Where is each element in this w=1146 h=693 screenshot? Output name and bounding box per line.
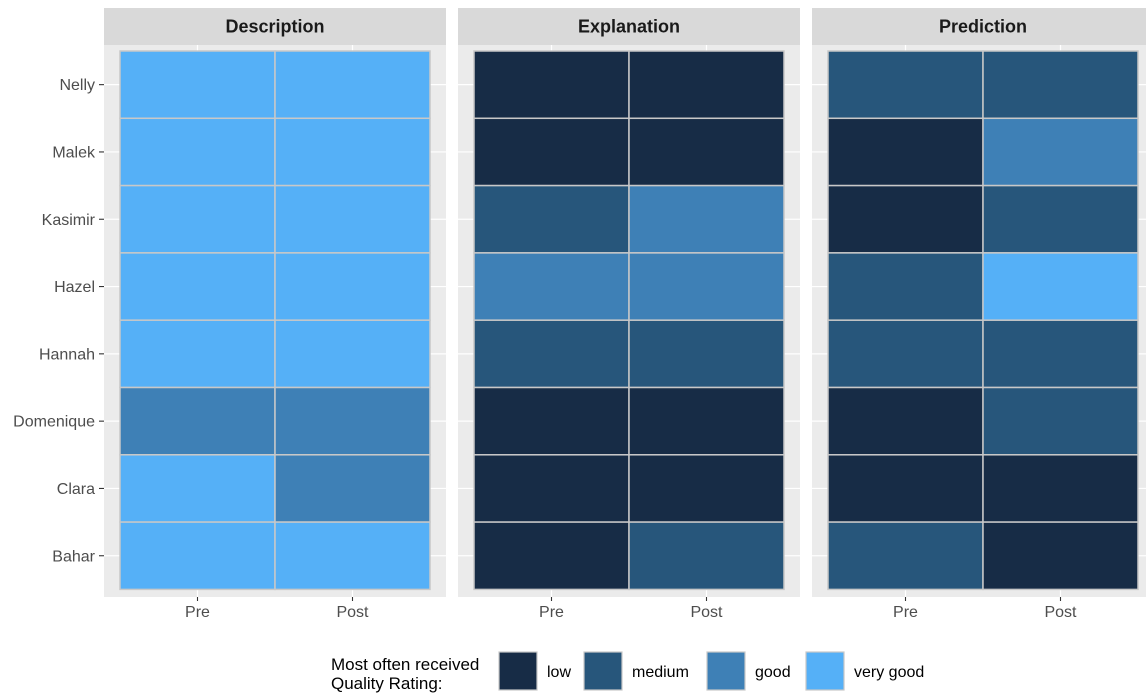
tile-prediction-post-kasimir xyxy=(982,184,1139,254)
tile-description-pre-kasimir xyxy=(119,184,276,254)
panel-prediction: Prediction Pre Post xyxy=(812,8,1146,621)
tile-description-pre-domenique xyxy=(119,386,276,456)
x-tick-label-post: Post xyxy=(336,604,369,621)
strip-prediction xyxy=(812,8,1146,45)
tile-prediction-post-domenique xyxy=(982,386,1139,456)
strip-label-description: Description xyxy=(225,17,324,37)
tile-explanation-pre-hannah xyxy=(473,319,630,389)
legend-key-medium xyxy=(583,651,623,691)
tile-description-pre-nelly xyxy=(119,50,276,120)
strip-explanation xyxy=(458,8,800,45)
y-tick-label-hannah: Hannah xyxy=(39,346,95,363)
tile-description-post-hannah xyxy=(274,319,431,389)
tile-description-post-clara xyxy=(274,454,431,523)
tile-prediction-post-clara xyxy=(982,454,1139,523)
legend-label-medium: medium xyxy=(632,664,689,681)
panel-description: Description Pre Post xyxy=(104,8,446,621)
legend-title-line: Quality Rating: xyxy=(331,674,443,693)
tile-explanation-pre-kasimir xyxy=(473,184,630,254)
tile-explanation-pre-clara xyxy=(473,454,630,523)
tile-description-post-nelly xyxy=(274,50,431,120)
tile-explanation-pre-hazel xyxy=(473,252,630,321)
tile-description-post-kasimir xyxy=(274,184,431,254)
legend: Most often received Quality Rating: low med… xyxy=(331,651,924,693)
strip-label-explanation: Explanation xyxy=(578,17,680,37)
tile-description-pre-clara xyxy=(119,454,276,523)
y-tick-label-bahar: Bahar xyxy=(52,548,95,565)
y-tick-label-kasimir: Kasimir xyxy=(42,212,96,229)
strip-description xyxy=(104,8,446,45)
x-tick-label-pre: Pre xyxy=(893,604,918,621)
tile-explanation-post-hazel xyxy=(628,252,785,321)
y-tick-label-hazel: Hazel xyxy=(54,279,95,296)
legend-title: Most often received Quality Rating: xyxy=(331,655,479,693)
tile-explanation-pre-domenique xyxy=(473,386,630,456)
tile-explanation-post-nelly xyxy=(628,50,785,120)
x-tick-label-post: Post xyxy=(1044,604,1077,621)
tile-description-pre-bahar xyxy=(119,521,276,591)
tile-description-pre-hannah xyxy=(119,319,276,389)
tile-explanation-post-hannah xyxy=(628,319,785,389)
tile-description-pre-malek xyxy=(119,117,276,187)
tile-description-post-domenique xyxy=(274,386,431,456)
y-axis: Nelly Malek Kasimir Hazel Hannah Domenique Cla… xyxy=(13,77,104,565)
tile-explanation-post-malek xyxy=(628,117,785,187)
panel-explanation: Explanation Pre Post xyxy=(458,8,800,621)
legend-label-very-good: very good xyxy=(854,664,924,681)
tile-prediction-post-hazel xyxy=(982,252,1139,321)
tile-description-pre-hazel xyxy=(119,252,276,321)
tile-prediction-pre-hazel xyxy=(827,252,984,321)
tile-prediction-pre-malek xyxy=(827,117,984,187)
tile-prediction-pre-clara xyxy=(827,454,984,523)
strip-label-prediction: Prediction xyxy=(939,17,1027,37)
y-tick-label-clara: Clara xyxy=(57,481,95,498)
tile-prediction-post-hannah xyxy=(982,319,1139,389)
legend-key-very-good xyxy=(805,651,845,691)
tile-prediction-pre-bahar xyxy=(827,521,984,591)
tile-description-post-bahar xyxy=(274,521,431,591)
y-tick-label-malek: Malek xyxy=(52,144,96,161)
y-tick-label-domenique: Domenique xyxy=(13,414,95,431)
tile-explanation-post-clara xyxy=(628,454,785,523)
legend-label-low: low xyxy=(547,664,571,681)
tile-prediction-post-nelly xyxy=(982,50,1139,120)
tile-explanation-post-kasimir xyxy=(628,184,785,254)
legend-key-low xyxy=(498,651,538,691)
tile-description-post-malek xyxy=(274,117,431,187)
tile-prediction-post-bahar xyxy=(982,521,1139,591)
tile-explanation-pre-nelly xyxy=(473,50,630,120)
x-tick-label-post: Post xyxy=(690,604,723,621)
tile-prediction-pre-hannah xyxy=(827,319,984,389)
tile-description-post-hazel xyxy=(274,252,431,321)
y-tick-label-nelly: Nelly xyxy=(59,77,95,94)
legend-title-line: Most often received xyxy=(331,655,479,674)
legend-label-good: good xyxy=(755,664,791,681)
tile-prediction-pre-domenique xyxy=(827,386,984,456)
tile-explanation-post-domenique xyxy=(628,386,785,456)
x-tick-label-pre: Pre xyxy=(185,604,210,621)
legend-key-good xyxy=(706,651,746,691)
tile-explanation-pre-malek xyxy=(473,117,630,187)
tile-explanation-post-bahar xyxy=(628,521,785,591)
tile-prediction-post-malek xyxy=(982,117,1139,187)
tile-prediction-pre-kasimir xyxy=(827,184,984,254)
tile-explanation-pre-bahar xyxy=(473,521,630,591)
x-tick-label-pre: Pre xyxy=(539,604,564,621)
tile-prediction-pre-nelly xyxy=(827,50,984,120)
